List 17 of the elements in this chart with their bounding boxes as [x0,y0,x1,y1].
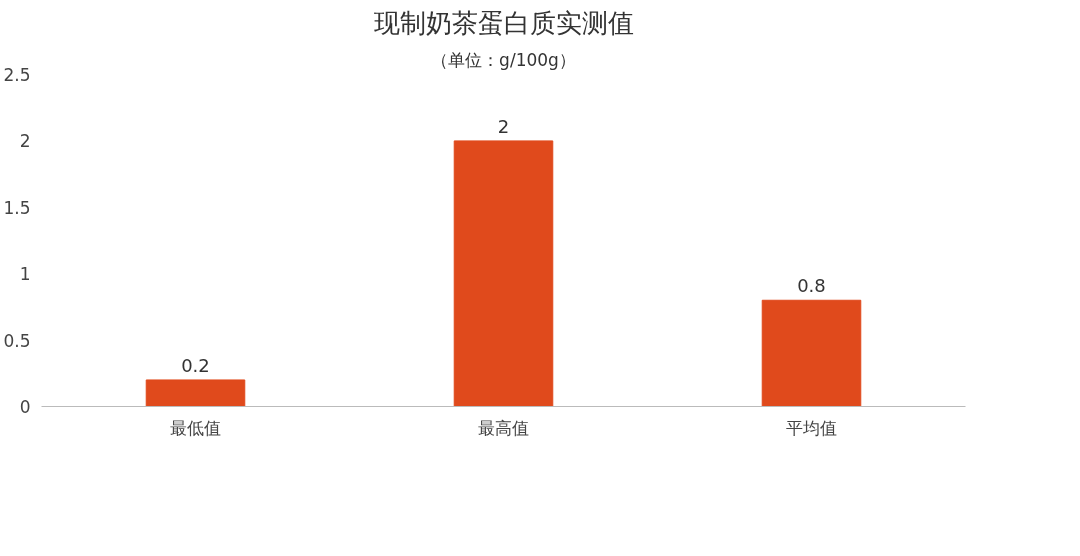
x-tick-label: 最高值 [478,417,529,438]
data-label: 2 [497,115,510,137]
y-tick-label: 2.5 [3,65,31,85]
y-tick-label: 0 [19,397,31,417]
chart-title: 现制奶茶蛋白质实测值 [373,7,634,38]
bar [145,379,246,407]
y-tick-label: 1 [19,264,31,285]
y-tick-label: 1.5 [3,197,31,218]
data-label: 0.2 [181,354,210,376]
x-tick-label: 平均值 [786,417,837,438]
x-tick-label: 最低值 [170,417,221,438]
bar [761,299,862,407]
y-tick-label: 0.5 [3,330,31,351]
bar [453,140,554,407]
data-label: 0.8 [797,275,826,297]
y-tick-label: 2 [19,131,31,152]
chart-subtitle: （单位：g/100g） [431,49,576,70]
